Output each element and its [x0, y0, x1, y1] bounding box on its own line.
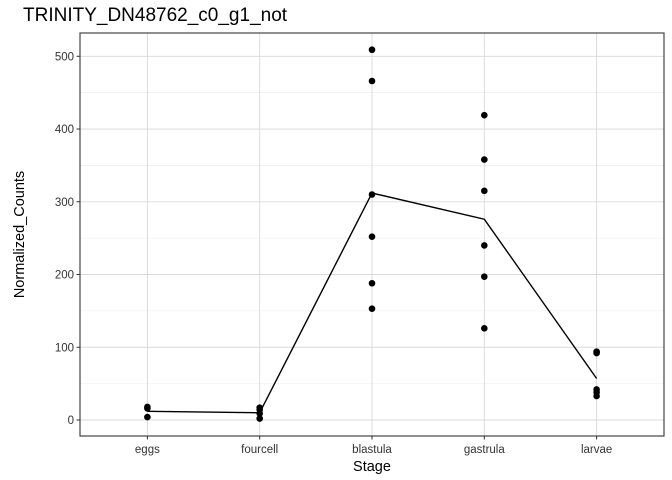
- x-tick-label: eggs: [135, 444, 160, 456]
- x-tick-label: gastrula: [464, 444, 506, 456]
- y-axis-ticks: 0 100 200 300 400 500: [55, 51, 80, 427]
- data-point: [368, 77, 376, 85]
- data-point: [368, 279, 376, 287]
- data-point: [256, 410, 263, 417]
- y-tick-label: 0: [68, 415, 74, 427]
- x-axis-label: Stage: [353, 459, 391, 475]
- data-point: [144, 405, 151, 412]
- points-layer: [144, 46, 600, 422]
- y-tick-label: 100: [55, 342, 74, 354]
- y-axis-label: Normalized_Counts: [12, 171, 28, 298]
- x-axis-ticks: eggs fourcell blastula gastrula larvae: [135, 436, 612, 456]
- data-point: [481, 156, 488, 163]
- data-point: [368, 233, 376, 240]
- data-point: [481, 111, 488, 119]
- data-point: [481, 273, 488, 280]
- data-point: [368, 191, 376, 198]
- data-point: [593, 349, 600, 357]
- x-tick-label: fourcell: [241, 444, 278, 456]
- data-point: [593, 392, 600, 400]
- data-point: [481, 242, 488, 249]
- data-point: [481, 325, 488, 332]
- chart-title: TRINITY_DN48762_c0_g1_not: [23, 5, 288, 26]
- data-point: [144, 413, 151, 421]
- x-tick-label: blastula: [352, 444, 392, 456]
- y-tick-label: 500: [55, 51, 74, 63]
- data-point: [481, 187, 488, 195]
- x-tick-label: larvae: [581, 444, 612, 456]
- y-tick-label: 200: [55, 270, 74, 282]
- data-point: [368, 46, 376, 54]
- y-tick-label: 300: [55, 197, 74, 209]
- y-tick-label: 400: [55, 124, 74, 136]
- data-point: [368, 305, 376, 312]
- data-point: [256, 415, 263, 422]
